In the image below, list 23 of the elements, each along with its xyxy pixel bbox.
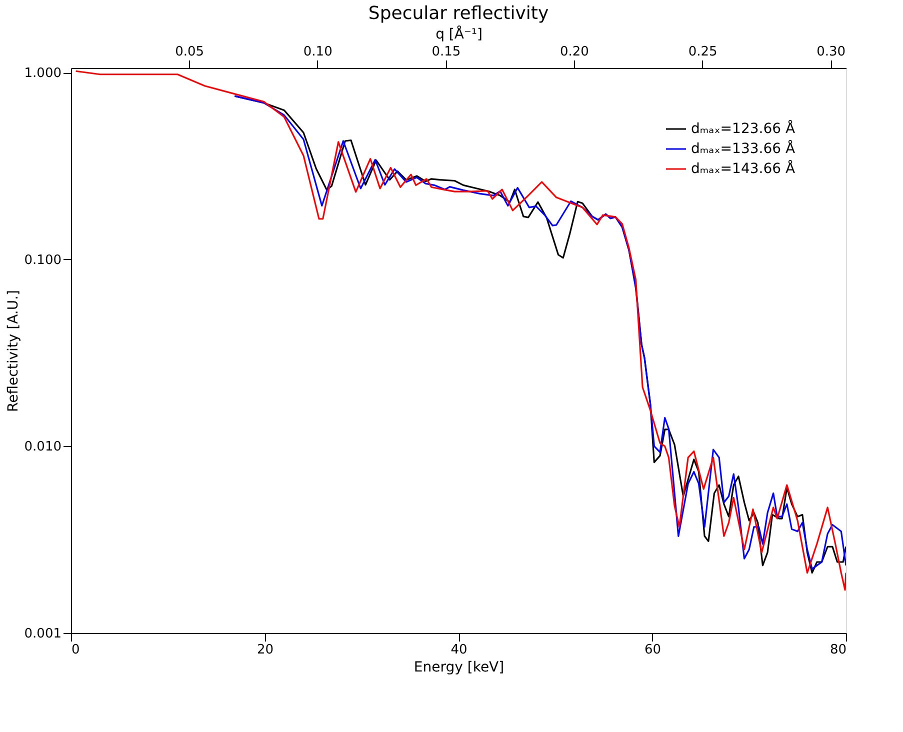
x-tick-label: 0: [72, 642, 80, 658]
x-tick-label: 60: [644, 642, 662, 658]
legend-label: dₘₐₓ=133.66 Å: [691, 140, 796, 157]
y-tick-label: 0.001: [24, 626, 62, 642]
y-tick-label: 0.010: [24, 440, 62, 455]
x2-tick-label: 0.05: [175, 44, 204, 60]
x-tick-label: 40: [450, 642, 468, 658]
x2-tick-label: 0.15: [432, 44, 461, 60]
x2-tick-label: 0.10: [303, 44, 332, 60]
x2-tick-label: 0.20: [560, 44, 589, 60]
legend-label: dₘₐₓ=143.66 Å: [691, 160, 796, 177]
x2-axis-title: q [Å⁻¹]: [436, 26, 482, 42]
x-axis-title: Energy [keV]: [414, 660, 504, 676]
y-tick-label: 1.000: [24, 66, 62, 82]
y-tick-label: 0.100: [24, 252, 62, 268]
legend-label: dₘₐₓ=123.66 Å: [691, 120, 796, 137]
x-tick-label: 20: [256, 642, 274, 658]
x2-tick-label: 0.30: [816, 44, 846, 60]
line-series: [75, 70, 846, 591]
x-tick-label: 80: [830, 642, 846, 658]
chart-title: Specular reflectivity: [368, 3, 549, 24]
y-axis-title: Reflectivity [A.U.]: [5, 290, 22, 412]
x2-tick-label: 0.25: [688, 44, 718, 60]
